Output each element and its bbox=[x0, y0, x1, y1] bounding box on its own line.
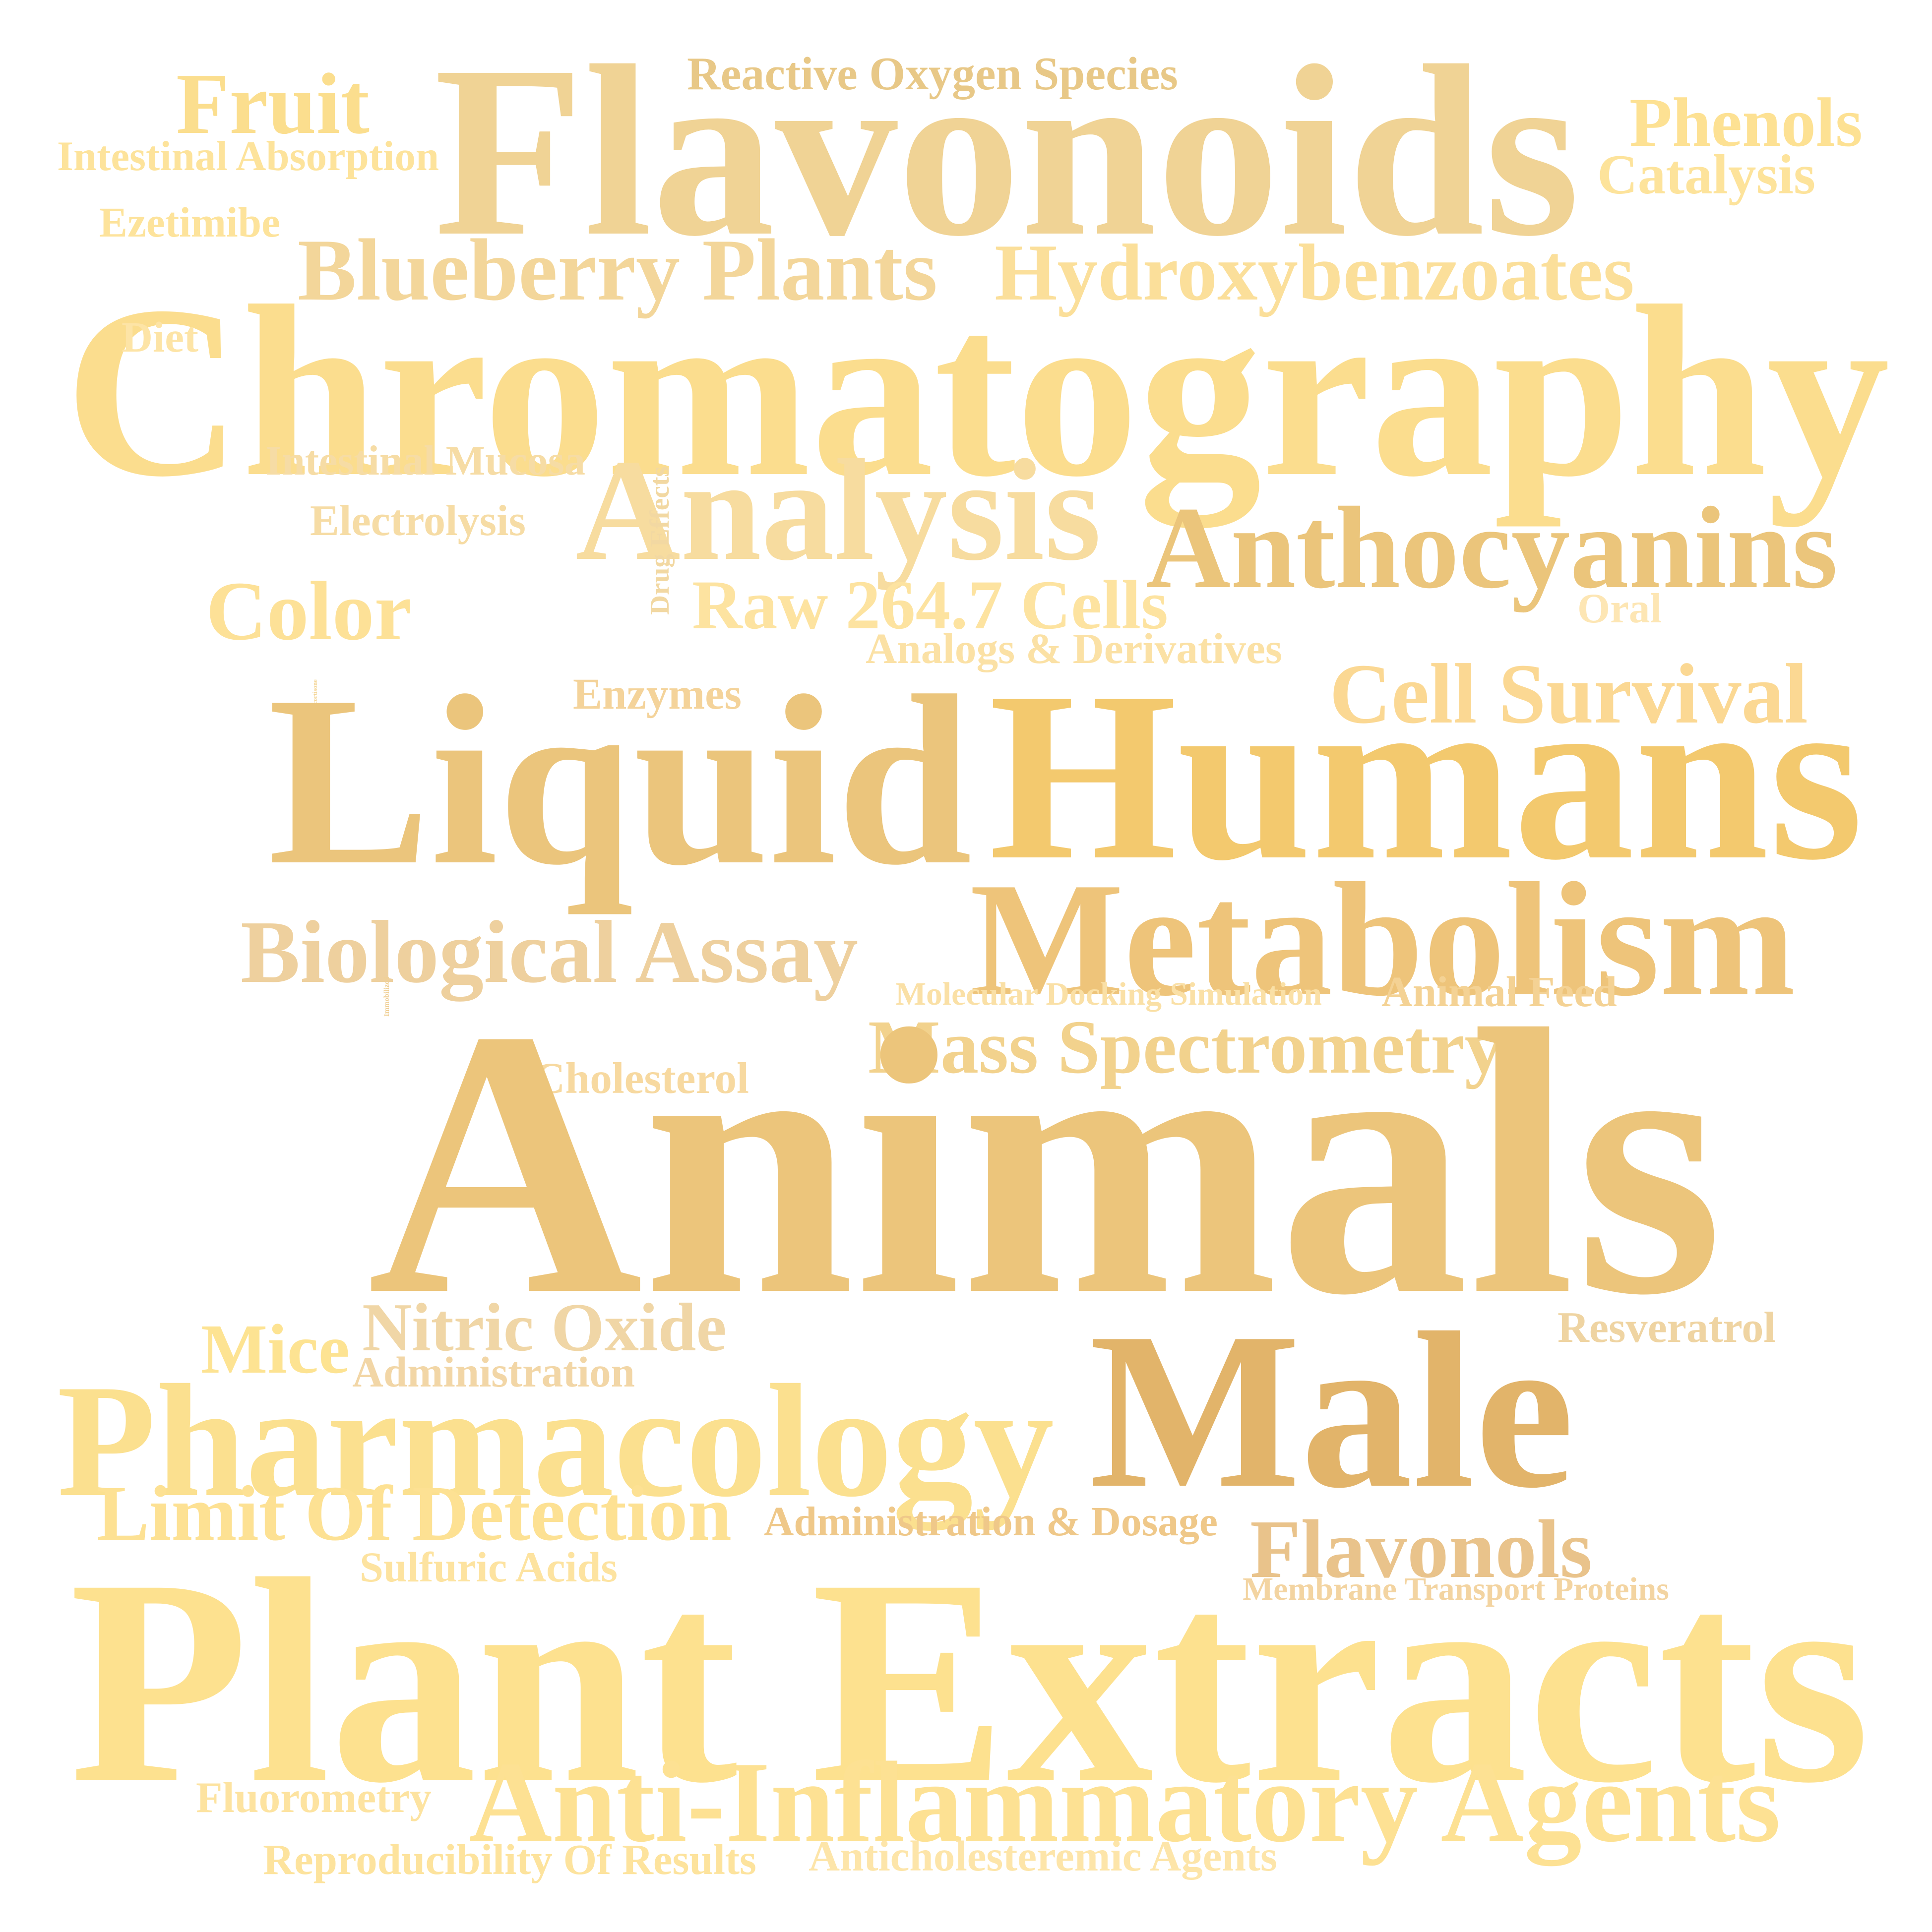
word-nitric-oxide: Nitric Oxide bbox=[362, 1289, 727, 1366]
word-resveratrol: Resveratrol bbox=[1558, 1303, 1776, 1352]
word-raw-264-7-cells: Raw 264.7 Cells bbox=[692, 566, 1168, 644]
word-fluorometry: Fluorometry bbox=[196, 1773, 432, 1822]
word-electrolysis: Electrolysis bbox=[310, 496, 526, 545]
word-animal-feed: Animal Feed bbox=[1381, 967, 1617, 1016]
word-color: Color bbox=[206, 564, 412, 658]
word-male: Male bbox=[1089, 1286, 1574, 1535]
word-pharmacology: Pharmacology bbox=[57, 1351, 1054, 1530]
word-anti-inflammatory-agents: Anti-Inflammatory Agents bbox=[469, 1738, 1781, 1866]
word-sulfuric-acids: Sulfuric Acids bbox=[360, 1543, 618, 1591]
word-mice: Mice bbox=[201, 1309, 350, 1388]
word-intestinal-absorption: Intestinal Absorption bbox=[57, 132, 439, 180]
word-diet: Diet bbox=[122, 313, 198, 362]
word-reactive-oxygen-species: Reactive Oxygen Species bbox=[687, 48, 1178, 100]
word-analogs-and-derivatives: Analogs & Derivatives bbox=[866, 624, 1282, 672]
word-administration-and-dosage: Administration & Dosage bbox=[764, 1499, 1218, 1545]
word-humans: Humans bbox=[989, 642, 1864, 910]
word-animals: Animals bbox=[367, 951, 1724, 1374]
word-biological-assay: Biological Assay bbox=[241, 903, 858, 1001]
word-membrane-transport-proteins: Membrane Transport Proteins bbox=[1243, 1571, 1669, 1608]
word-analysis: Analysis bbox=[575, 430, 1101, 591]
word-anthocyanins: Anthocyanins bbox=[1146, 483, 1838, 613]
word-reproducibility-of-results: Reproducibility Of Results bbox=[263, 1835, 756, 1884]
word-plant-extracts: Plant Extracts bbox=[69, 1518, 1870, 1844]
word-cholesterol: Cholesterol bbox=[533, 1054, 749, 1103]
word-oral: Oral bbox=[1577, 585, 1662, 632]
word-administration: Administration bbox=[352, 1348, 635, 1396]
word-intestinal-mucosa: Intestinal Mucosa bbox=[265, 437, 585, 484]
word-flavonols: Flavonols bbox=[1250, 1503, 1592, 1596]
word-fruit: Fruit bbox=[176, 56, 370, 152]
word-catalysis: Catalysis bbox=[1597, 143, 1815, 206]
word-blueberry-plants: Blueberry Plants bbox=[298, 221, 937, 319]
word-drug-effects: Drug Effects bbox=[644, 466, 675, 615]
word-liquid: Liquid bbox=[268, 646, 972, 916]
word-cell-survival: Cell Survival bbox=[1329, 646, 1808, 741]
word-metabolism: Metabolism bbox=[970, 849, 1796, 1030]
word-enzymes: Enzymes bbox=[573, 669, 742, 719]
word-molecular-docking-simulation: Molecular Docking Simulation bbox=[895, 976, 1322, 1013]
word-anticholesteremic-agents: Anticholesteremic Agents bbox=[809, 1831, 1277, 1880]
word-mass-spectrometry: Mass Spectrometry bbox=[868, 1005, 1503, 1090]
word-phenols: Phenols bbox=[1629, 84, 1863, 162]
word-flavonoids: Flavonoids bbox=[434, 15, 1580, 287]
word-chromatography: Chromatography bbox=[64, 255, 1890, 528]
word-ezetimibe: Ezetimibe bbox=[99, 199, 280, 246]
word-limit-of-detection: Limit Of Detection bbox=[97, 1470, 732, 1558]
word-hydroxybenzoates: Hydroxybenzoates bbox=[995, 228, 1634, 317]
